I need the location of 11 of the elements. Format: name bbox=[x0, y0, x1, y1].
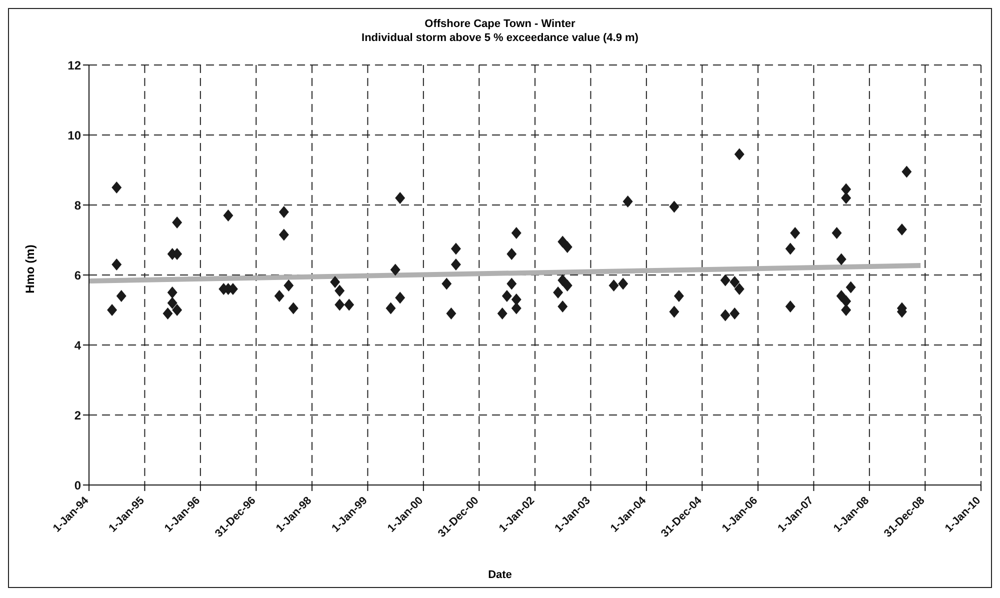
y-tick-label: 10 bbox=[68, 128, 82, 142]
y-tick-label: 6 bbox=[74, 268, 82, 282]
y-tick-label: 4 bbox=[74, 338, 82, 352]
y-tick-label: 12 bbox=[68, 58, 82, 72]
y-tick-label: 0 bbox=[74, 478, 82, 492]
y-axis-title: Hmo (m) bbox=[23, 244, 37, 294]
chart-title: Offshore Cape Town - Winter bbox=[424, 17, 576, 31]
y-tick-label: 8 bbox=[74, 198, 82, 212]
y-tick-label: 2 bbox=[74, 408, 82, 422]
x-axis-title: Date bbox=[487, 569, 513, 581]
chart-subtitle: Individual storm above 5 % exceedance value (4.9 m) bbox=[360, 31, 640, 45]
